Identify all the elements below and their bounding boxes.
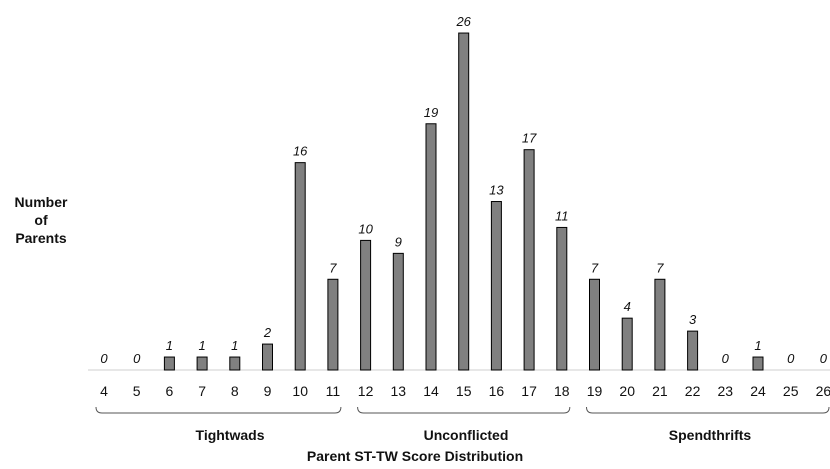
x-tick-label: 20 <box>619 383 635 399</box>
x-tick-label: 19 <box>587 383 603 399</box>
bar <box>262 343 273 371</box>
x-tick-label: 25 <box>783 383 799 399</box>
bar <box>687 330 699 371</box>
data-label: 0 <box>100 351 108 366</box>
x-tick-label: 22 <box>685 383 701 399</box>
bar <box>196 356 208 371</box>
x-tick-label: 12 <box>358 383 374 399</box>
bar <box>523 149 535 371</box>
bar <box>294 162 306 371</box>
data-label: 11 <box>555 208 569 223</box>
data-label: 17 <box>522 131 537 146</box>
x-tick-label: 26 <box>816 383 830 399</box>
data-label: 1 <box>231 338 238 353</box>
bar <box>425 123 437 371</box>
group-bracket <box>586 406 830 414</box>
data-label: 0 <box>820 351 828 366</box>
x-tick-label: 14 <box>423 383 439 399</box>
bar <box>556 226 568 371</box>
x-tick-label: 13 <box>391 383 407 399</box>
data-label: 0 <box>133 351 141 366</box>
bar <box>752 356 764 371</box>
x-tick-label: 17 <box>521 383 537 399</box>
data-label: 16 <box>293 144 308 159</box>
data-label: 0 <box>787 351 795 366</box>
data-label: 0 <box>722 351 730 366</box>
y-axis-label-line-1: Number <box>14 194 68 210</box>
bar <box>458 32 470 371</box>
data-label: 4 <box>624 299 631 314</box>
data-label: 2 <box>263 325 272 340</box>
bar <box>392 252 404 371</box>
data-label: 19 <box>424 105 438 120</box>
data-label: 1 <box>198 338 205 353</box>
y-axis-label-line-2: of <box>34 212 48 228</box>
x-tick-label: 23 <box>718 383 734 399</box>
bar <box>589 278 600 371</box>
x-tick-label: 8 <box>231 383 239 399</box>
x-tick-label: 9 <box>264 383 272 399</box>
x-tick-label: 7 <box>198 383 206 399</box>
x-tick-label: 21 <box>652 383 668 399</box>
data-label: 1 <box>166 338 173 353</box>
data-label: 9 <box>395 234 402 249</box>
data-label: 26 <box>455 14 471 29</box>
bar <box>360 239 372 371</box>
group-label-tightwads: Tightwads <box>195 427 265 443</box>
bar <box>327 278 339 371</box>
bar <box>490 201 502 371</box>
data-label: 13 <box>489 183 504 198</box>
data-label: 1 <box>754 338 761 353</box>
group-label-spendthrifts: Spendthrifts <box>668 427 752 443</box>
data-label: 7 <box>656 260 664 275</box>
bar <box>163 356 175 371</box>
x-tick-label: 4 <box>100 383 108 399</box>
data-label: 7 <box>591 260 599 275</box>
group-bracket <box>357 406 571 414</box>
x-tick-label: 11 <box>326 383 341 399</box>
data-label: 10 <box>358 221 373 236</box>
x-tick-label: 15 <box>456 383 472 399</box>
x-tick-label: 24 <box>750 383 766 399</box>
bar <box>229 356 241 371</box>
group-bracket <box>95 406 342 414</box>
x-tick-label: 10 <box>292 383 308 399</box>
y-axis-label: Number of Parents <box>0 193 82 247</box>
data-label: 7 <box>329 260 337 275</box>
x-tick-label: 18 <box>554 383 570 399</box>
data-label: 3 <box>689 312 697 327</box>
group-label-unconflicted: Unconflicted <box>423 427 509 443</box>
bar <box>654 278 666 371</box>
x-tick-label: 5 <box>133 383 141 399</box>
x-axis-title: Parent ST-TW Score Distribution <box>306 448 524 464</box>
bar <box>621 317 633 371</box>
x-tick-label: 6 <box>166 383 174 399</box>
x-tick-label: 16 <box>489 383 505 399</box>
y-axis-label-line-3: Parents <box>15 230 67 246</box>
